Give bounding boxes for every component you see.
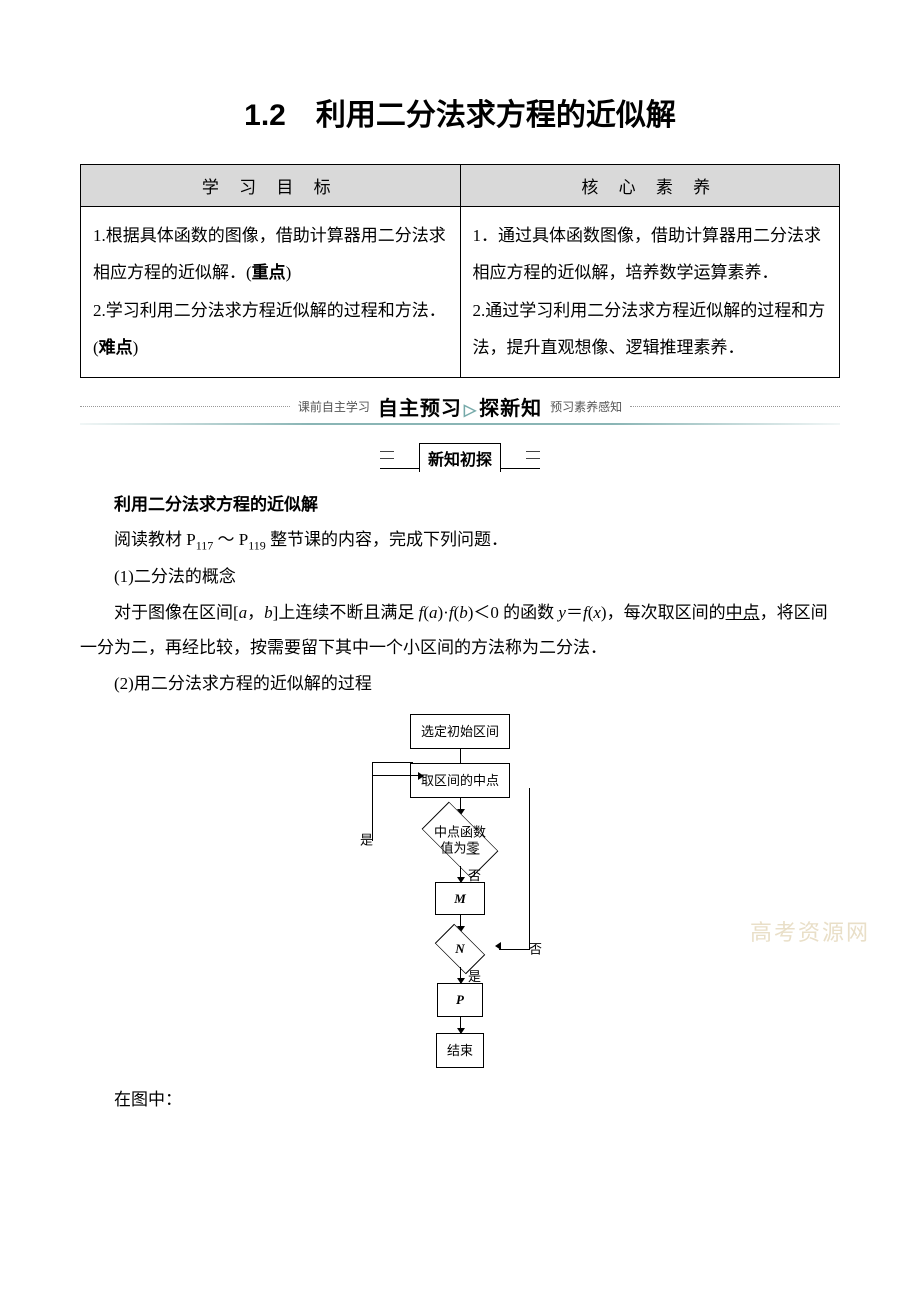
banner-pre: 课前自主学习 bbox=[298, 398, 370, 415]
banner-underline bbox=[80, 423, 840, 425]
subsection-badge: 新知初探 bbox=[80, 443, 840, 469]
banner-main: 自主预习▷探新知 bbox=[378, 392, 542, 421]
flow-arrow bbox=[460, 866, 461, 882]
p-2: (2)用二分法求方程的近似解的过程 bbox=[80, 666, 840, 702]
p-concept: 对于图像在区间[a，b]上连续不断且满足 f(a)·f(b)＜0 的函数 y＝f… bbox=[80, 595, 840, 666]
flow-arrow bbox=[460, 967, 461, 983]
banner-main-b: 探新知 bbox=[479, 398, 542, 420]
flow-label-no: 否 bbox=[468, 862, 481, 889]
td-literacy: 1．通过具体函数图像，借助计算器用二分法求相应方程的近似解，培养数学运算素养．2… bbox=[460, 207, 840, 378]
page-title: 1.2 利用二分法求方程的近似解 bbox=[80, 90, 840, 134]
td-goal: 1.根据具体函数的图像，借助计算器用二分法求相应方程的近似解．(重点)2.学习利… bbox=[81, 207, 461, 378]
flow-arrow bbox=[460, 1017, 461, 1033]
goals-table: 学 习 目 标 核 心 素 养 1.根据具体函数的图像，借助计算器用二分法求相应… bbox=[80, 164, 840, 378]
flow-connector bbox=[460, 749, 461, 763]
deco-right-icon bbox=[526, 451, 540, 459]
banner-post: 预习素养感知 bbox=[550, 398, 622, 415]
th-goal: 学 习 目 标 bbox=[81, 165, 461, 207]
body: 利用二分法求方程的近似解 阅读教材 P117 ～ P119 整节课的内容，完成下… bbox=[80, 487, 840, 1118]
deco-left-icon bbox=[380, 451, 394, 459]
flow-decision-n: N bbox=[430, 931, 490, 967]
flow-branch-right bbox=[499, 788, 530, 950]
p-img-after: 在图中： bbox=[80, 1082, 840, 1118]
heading-1: 利用二分法求方程的近似解 bbox=[80, 487, 840, 523]
arrow-icon: ▷ bbox=[464, 402, 477, 419]
subsection-label: 新知初探 bbox=[419, 443, 501, 472]
rule-right bbox=[630, 406, 840, 407]
p-read: 阅读教材 P117 ～ P119 整节课的内容，完成下列问题． bbox=[80, 522, 840, 559]
rule-left bbox=[80, 406, 290, 407]
banner-main-a: 自主预习 bbox=[378, 398, 462, 420]
page: 高考资源网 1.2 利用二分法求方程的近似解 学 习 目 标 核 心 素 养 1… bbox=[0, 0, 920, 1178]
p-1: (1)二分法的概念 bbox=[80, 559, 840, 595]
flow-branch-left bbox=[372, 762, 413, 841]
flow-node-end: 结束 bbox=[436, 1033, 484, 1068]
table-row: 1.根据具体函数的图像，借助计算器用二分法求相应方程的近似解．(重点)2.学习利… bbox=[81, 207, 840, 378]
flow-decision-zero: 中点函数值为零 bbox=[413, 814, 507, 866]
section-banner: 课前自主学习 自主预习▷探新知 预习素养感知 bbox=[80, 392, 840, 425]
th-literacy: 核 心 素 养 bbox=[460, 165, 840, 207]
flowchart: 选定初始区间 取区间的中点 是 中点函数值为零 否 M bbox=[350, 714, 570, 1068]
flow-label-no-2: 否 bbox=[529, 936, 542, 963]
flow-label-yes-2: 是 bbox=[468, 963, 481, 990]
flow-node-start: 选定初始区间 bbox=[410, 714, 510, 749]
flow-node-mid: 取区间的中点 bbox=[410, 763, 510, 798]
